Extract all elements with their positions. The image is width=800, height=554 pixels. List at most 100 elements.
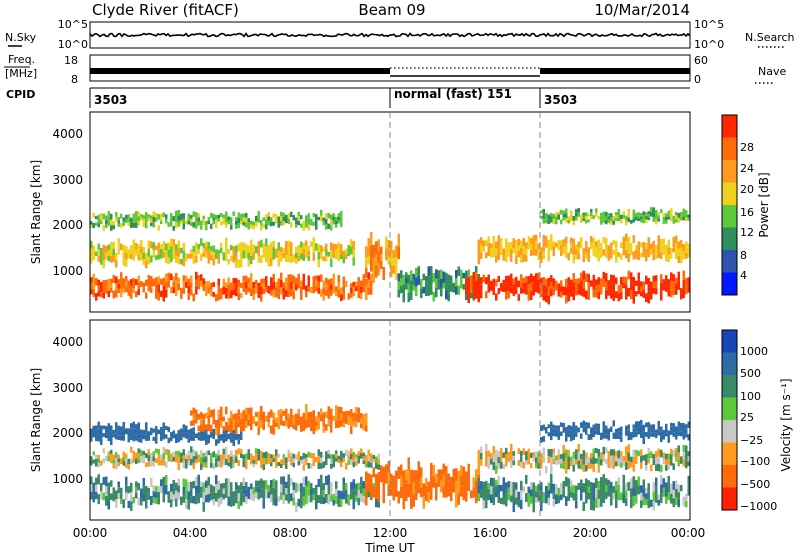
heatmap-cell: [255, 459, 258, 465]
heatmap-cell: [137, 422, 140, 429]
heatmap-cell: [395, 470, 398, 480]
heatmap-cell: [617, 217, 620, 222]
heatmap-cell: [620, 277, 623, 285]
heatmap-cell: [127, 437, 130, 443]
heatmap-cell: [112, 494, 115, 502]
heatmap-cell: [650, 281, 653, 291]
heatmap-cell: [565, 250, 568, 258]
heatmap-cell: [432, 476, 435, 488]
heatmap-cell: [647, 250, 650, 257]
heatmap-cell: [635, 495, 638, 504]
heatmap-cell: [200, 450, 203, 457]
heatmap-cell: [112, 221, 115, 226]
heatmap-cell: [577, 278, 580, 284]
heatmap-cell: [580, 422, 583, 428]
heatmap-cell: [225, 253, 228, 262]
heatmap-cell: [580, 459, 583, 465]
heatmap-cell: [545, 486, 548, 495]
heatmap-cell: [670, 247, 673, 254]
heatmap-cell: [177, 485, 180, 493]
heatmap-cell: [332, 220, 335, 225]
heatmap-cell: [582, 212, 585, 216]
heatmap-cell: [210, 282, 213, 290]
heatmap-cell: [525, 282, 528, 289]
heatmap-cell: [535, 491, 538, 498]
heatmap-cell: [510, 248, 513, 256]
heatmap-cell: [287, 423, 290, 429]
heatmap-cell: [327, 484, 330, 495]
heatmap-cell: [160, 213, 163, 218]
heatmap-cell: [632, 486, 635, 497]
heatmap-cell: [660, 431, 663, 437]
heatmap-cell: [100, 216, 103, 221]
heatmap-cell: [122, 278, 125, 284]
heatmap-cell: [137, 275, 140, 283]
heatmap-cell: [605, 485, 608, 492]
heatmap-cell: [302, 254, 305, 261]
power-colorbar-swatch: [722, 160, 737, 183]
heatmap-cell: [462, 272, 465, 279]
heatmap-cell: [245, 458, 248, 464]
heatmap-cell: [310, 452, 313, 459]
heatmap-cell: [512, 502, 515, 513]
heatmap-cell: [647, 211, 650, 215]
heatmap-cell: [562, 489, 565, 498]
heatmap-cell: [115, 457, 118, 464]
heatmap-cell: [647, 294, 650, 304]
heatmap-cell: [242, 281, 245, 287]
heatmap-cell: [380, 465, 383, 474]
heatmap-cell: [570, 279, 573, 286]
heatmap-cell: [505, 490, 508, 499]
heatmap-cell: [582, 255, 585, 263]
heatmap-cell: [665, 432, 668, 437]
heatmap-cell: [557, 449, 560, 455]
heatmap-cell: [412, 482, 415, 495]
heatmap-cell: [227, 417, 230, 425]
heatmap-cell: [242, 242, 245, 251]
heatmap-cell: [622, 214, 625, 219]
heatmap-cell: [187, 434, 190, 439]
heatmap-cell: [145, 422, 148, 429]
heatmap-cell: [275, 422, 278, 428]
heatmap-cell: [357, 459, 360, 464]
heatmap-cell: [360, 418, 363, 424]
heatmap-cell: [602, 236, 605, 244]
heatmap-cell: [140, 281, 143, 287]
heatmap-cell: [370, 287, 373, 295]
heatmap-cell: [632, 449, 635, 457]
heatmap-cell: [670, 483, 673, 494]
heatmap-cell: [472, 281, 475, 291]
heatmap-cell: [137, 255, 140, 261]
heatmap-cell: [177, 492, 180, 500]
heatmap-cell: [412, 470, 415, 483]
heatmap-cell: [547, 219, 550, 224]
heatmap-cell: [240, 220, 243, 225]
heatmap-cell: [162, 293, 165, 302]
heatmap-cell: [672, 288, 675, 296]
heatmap-cell: [562, 445, 565, 454]
heatmap-cell: [395, 488, 398, 497]
heatmap-cell: [335, 405, 338, 413]
heatmap-cell: [527, 453, 530, 460]
heatmap-cell: [592, 424, 595, 431]
heatmap-cell: [625, 454, 628, 463]
heatmap-cell: [275, 292, 278, 298]
heatmap-cell: [677, 459, 680, 467]
heatmap-cell: [600, 496, 603, 507]
heatmap-cell: [422, 273, 425, 281]
heatmap-cell: [595, 447, 598, 454]
heatmap-cell: [620, 242, 623, 248]
heatmap-cell: [495, 449, 498, 458]
heatmap-cell: [425, 282, 428, 290]
heatmap-cell: [375, 498, 378, 508]
heatmap-cell: [585, 240, 588, 247]
heatmap-cell: [570, 431, 573, 437]
heatmap-cell: [155, 255, 158, 261]
heatmap-cell: [332, 415, 335, 421]
heatmap-cell: [112, 433, 115, 438]
heatmap-cell: [262, 288, 265, 294]
heatmap-cell: [175, 210, 178, 217]
heatmap-cell: [590, 491, 593, 501]
heatmap-cell: [560, 250, 563, 256]
heatmap-cell: [672, 449, 675, 457]
